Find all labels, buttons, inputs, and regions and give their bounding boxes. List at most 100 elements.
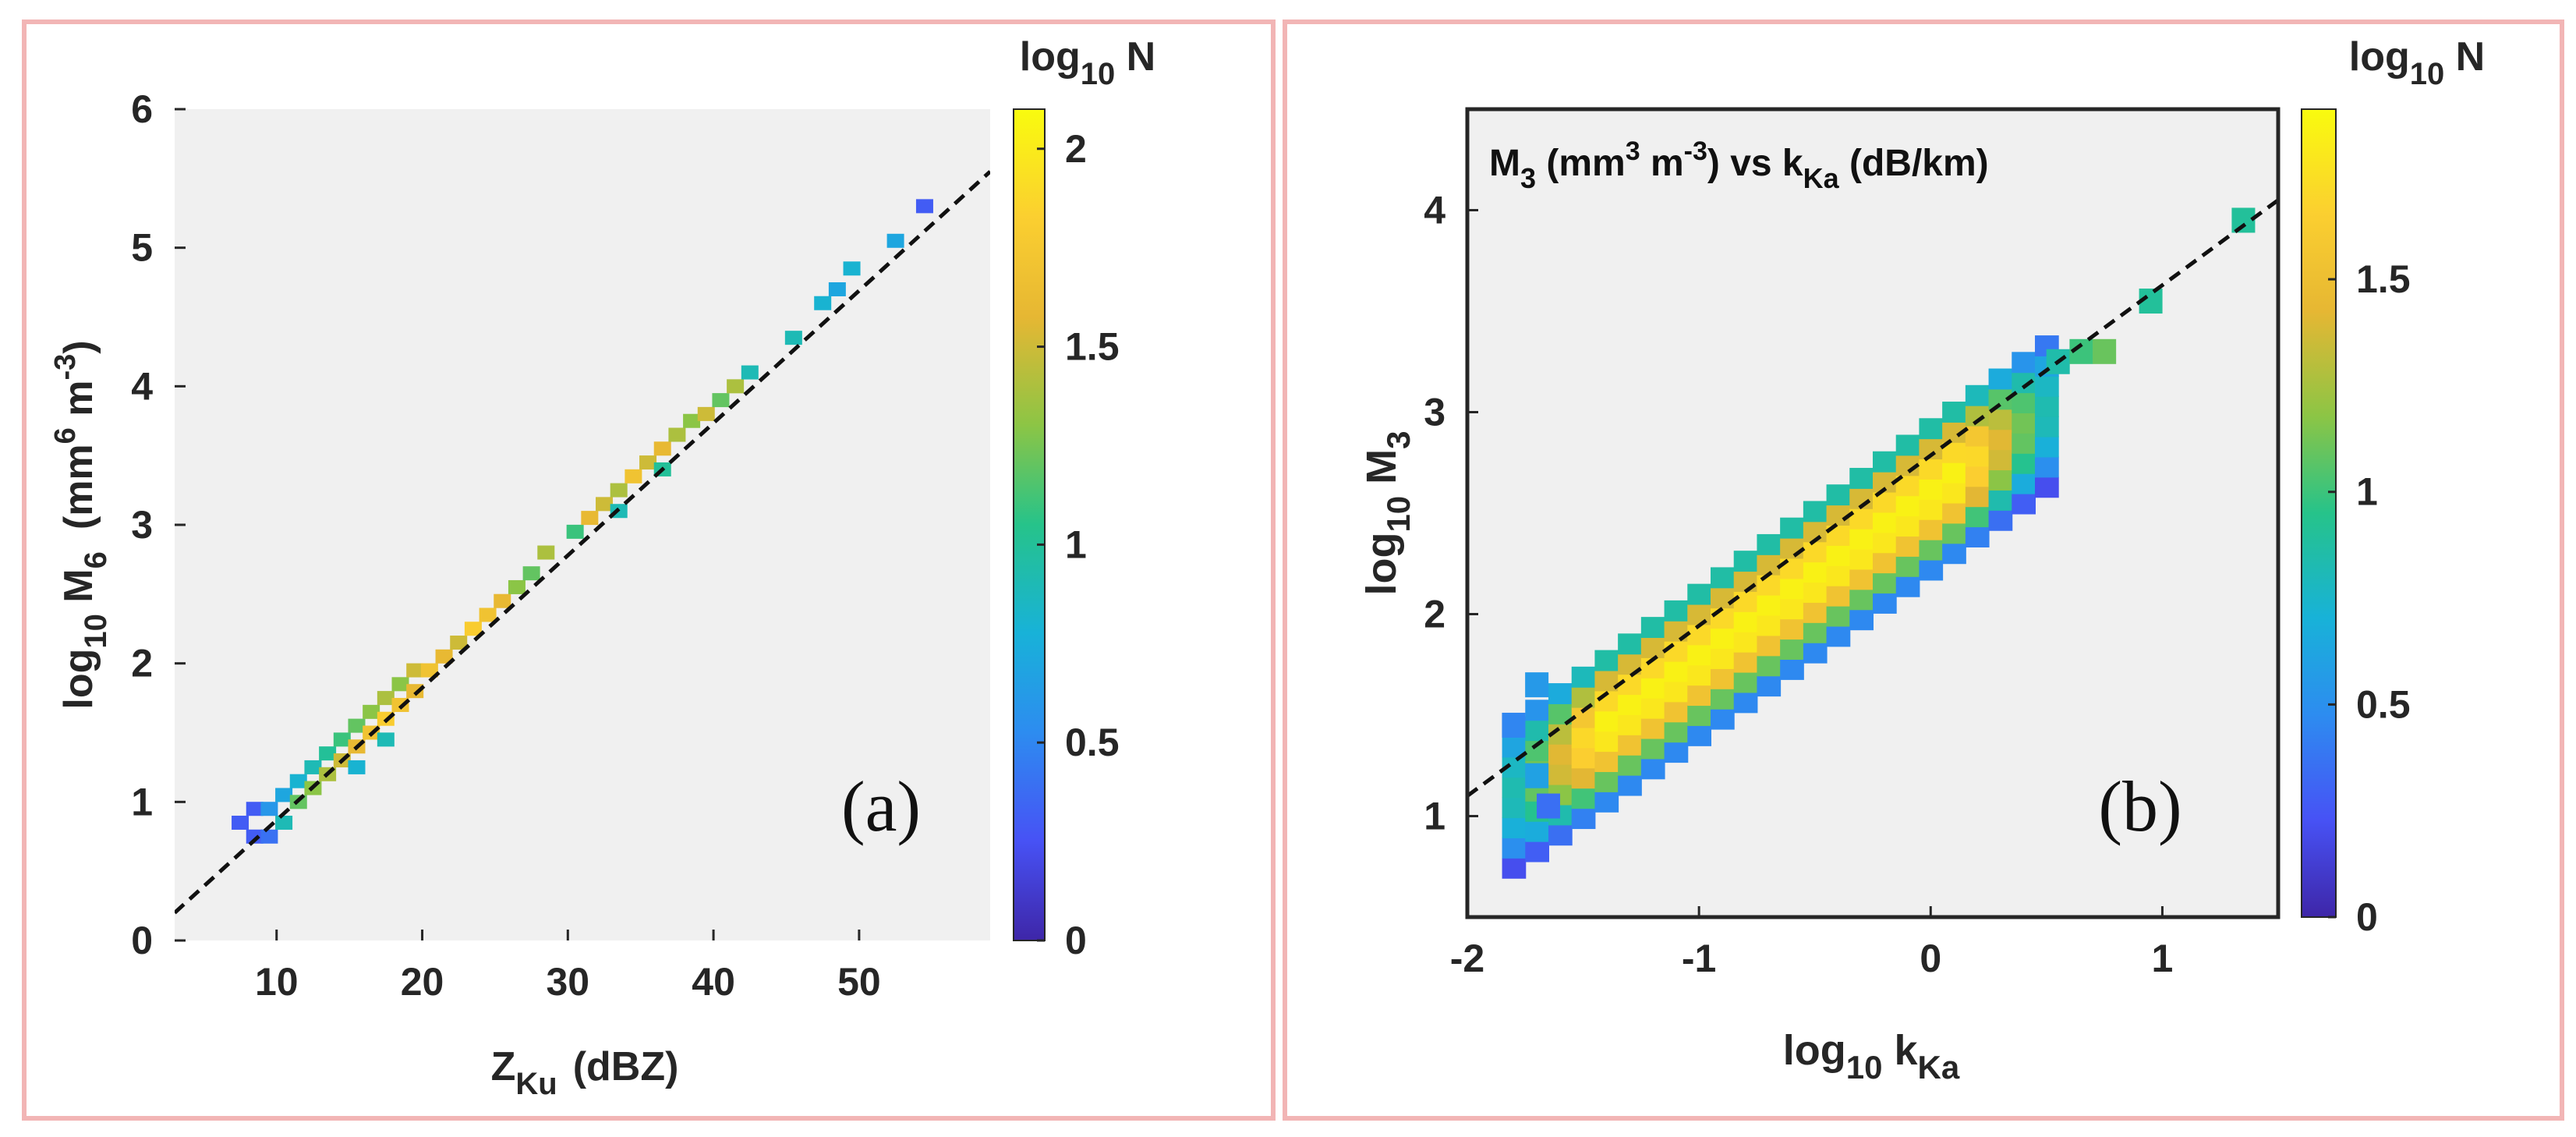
density-band-cell (1525, 720, 1549, 742)
density-band-cell (1919, 519, 1944, 540)
density-band-cell (2035, 436, 2059, 458)
density-band-cell (1525, 841, 1549, 862)
density-band-cell (1548, 824, 1573, 846)
heatmap-cell (828, 282, 846, 296)
heatmap-cell (260, 802, 278, 816)
y-tick-label: 4 (131, 364, 153, 408)
density-band-cell (1664, 721, 1689, 743)
density-band-cell (1757, 615, 1782, 636)
density-band-cell (1733, 671, 1758, 693)
panel-b-colorbar-ticks: 0 0.5 1 1.5 (2328, 257, 2411, 939)
density-band-cell (1618, 694, 1642, 715)
heatmap-cell (610, 483, 628, 498)
density-band-cell (1618, 633, 1642, 655)
heatmap-cell (683, 413, 701, 428)
panel-a-x-ticks: 10 20 30 40 50 (255, 930, 881, 1004)
density-band-cell (1803, 601, 1828, 623)
density-band-cell (1826, 625, 1851, 647)
density-band-cell (2012, 493, 2036, 515)
density-band-cell (2012, 473, 2036, 494)
density-band-cell (1849, 548, 1874, 570)
density-band-cell (1803, 501, 1828, 522)
density-band-cell (1711, 668, 1735, 689)
heatmap-cell (697, 406, 715, 421)
density-band-cell (1757, 533, 1782, 555)
colorbar-tick-label: 0 (2356, 895, 2378, 939)
panel-b-fit-line (1467, 198, 2278, 798)
heatmap-cell (319, 746, 337, 761)
heatmap-cell (246, 829, 264, 844)
density-band-cell (1849, 589, 1874, 611)
y-tick-label: 2 (1424, 593, 1445, 636)
density-band-cell (1803, 582, 1828, 603)
heatmap-cell (596, 497, 614, 512)
density-band-cell (1571, 767, 1596, 789)
y-tick-label: 0 (131, 919, 153, 962)
density-band-cell (1687, 685, 1711, 707)
density-band-cell (1919, 539, 1944, 561)
heatmap-cell (639, 455, 657, 470)
density-band-cell (1895, 536, 1920, 557)
density-band-cell (1711, 688, 1735, 710)
density-band-cell (1988, 489, 2013, 511)
heatmap-cell (275, 788, 293, 802)
panel-b-label: (b) (2098, 767, 2181, 846)
density-band-cell (1919, 559, 1944, 581)
density-band-cell (1826, 565, 1851, 586)
heatmap-cell (450, 636, 468, 650)
density-band-cell (1965, 526, 1990, 547)
density-band-cell (1803, 642, 1828, 664)
density-band-cell (1942, 543, 1966, 565)
density-band-cell (1571, 686, 1596, 708)
panel-a-colorbar-title: log10 N (1020, 34, 1155, 91)
density-band-cell (1873, 572, 1897, 594)
density-band-cell (1640, 758, 1665, 780)
density-band-cell (1849, 528, 1874, 550)
density-band-cell (1988, 509, 2013, 531)
y-tick-label: 1 (131, 780, 153, 824)
x-tick-label: 1 (2152, 937, 2174, 980)
density-band-cell (1525, 700, 1549, 721)
density-band-cell (1895, 515, 1920, 537)
density-band-cell (1757, 635, 1782, 657)
density-band-cell (1664, 681, 1689, 703)
density-band-cell (2035, 456, 2059, 478)
density-band-cell (1895, 495, 1920, 517)
panel-b-title: M3 (mm3 m-3) vs kKa (dB/km) (1489, 136, 1989, 194)
colorbar-tick-label: 1.5 (2356, 257, 2411, 301)
density-band-cell (1502, 857, 1527, 879)
density-band-cell (1711, 607, 1735, 629)
x-tick-label: 50 (837, 960, 881, 1004)
heatmap-cell (435, 649, 453, 664)
colorbar-tick-label: 1 (1065, 522, 1087, 566)
density-band-cell (1664, 661, 1689, 682)
panel-b-x-ticks: -2 -1 0 1 (1450, 906, 2174, 980)
density-band-cell (1502, 797, 1527, 819)
density-band-cell (1988, 469, 2013, 491)
panel-b-frame (1283, 19, 2564, 1121)
density-band-cell (1664, 600, 1689, 622)
density-band-cell (1849, 609, 1874, 631)
density-band-cell (1594, 771, 1619, 792)
density-band-cell (1711, 708, 1735, 730)
heatmap-cell (843, 261, 861, 276)
density-band-cell (1733, 590, 1758, 612)
density-band-cell (1919, 459, 1944, 480)
colorbar-tick-label: 2 (1065, 127, 1087, 171)
y-tick-label: 1 (1424, 795, 1445, 838)
density-band-cell (1873, 593, 1897, 614)
density-band-cell (1849, 467, 1874, 489)
density-band-cell (1733, 631, 1758, 653)
x-tick-label: -2 (1450, 937, 1484, 980)
y-tick-label: 3 (131, 503, 153, 547)
density-band-cell (2035, 395, 2059, 417)
heatmap-cell (784, 331, 802, 345)
heatmap-cell (886, 233, 904, 248)
density-band-cell (1640, 697, 1665, 719)
density-band-cell (1548, 743, 1573, 765)
colorbar-tick-label: 0 (1065, 919, 1087, 962)
heatmap-cell (653, 441, 671, 456)
heatmap-cell (377, 691, 395, 706)
heatmap-cell (348, 718, 366, 733)
